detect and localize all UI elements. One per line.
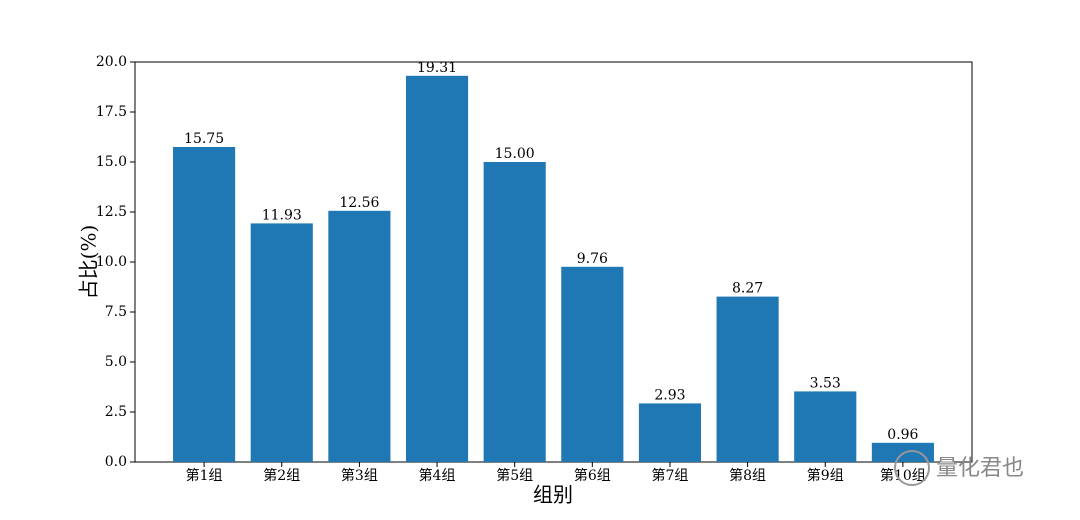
y-tick-label: 5.0 [105,354,127,370]
x-tick-label: 第8组 [729,467,766,484]
value-label: 3.53 [810,375,841,391]
bar [173,147,236,462]
x-tick-label: 第1组 [186,467,223,484]
value-label: 15.75 [184,131,224,147]
value-label: 15.00 [495,146,535,162]
y-tick-label: 20.0 [96,54,127,70]
y-tick-label: 7.5 [105,304,127,320]
value-label: 19.31 [417,60,457,76]
y-tick-label: 17.5 [96,104,127,120]
x-tick-label: 第5组 [496,467,533,484]
value-label: 8.27 [732,281,763,297]
watermark-icon [894,450,930,486]
y-tick-label: 15.0 [96,154,127,170]
x-tick-label: 第3组 [341,467,378,484]
y-axis-label: 占比(%) [77,225,101,300]
value-label: 12.56 [339,195,379,211]
x-tick-label: 第2组 [263,467,300,484]
bar [638,403,702,462]
value-label: 0.96 [887,427,918,443]
watermark: 量化君也 [936,456,1024,481]
value-label: 9.76 [577,251,608,267]
y-tick-label: 12.5 [96,204,127,220]
y-tick-label: 2.5 [105,404,127,420]
bar [405,75,469,463]
x-axis-label: 组别 [533,483,573,507]
x-tick-label: 第10组 [880,467,926,484]
watermark-group: 量化君也 [894,450,1024,486]
x-tick-label: 第9组 [807,467,844,484]
x-tick-label: 第6组 [574,467,611,484]
y-tick-label: 0.0 [105,454,127,470]
bar [328,210,391,462]
value-label: 2.93 [654,387,685,403]
bar [871,442,934,462]
bar [483,162,546,462]
x-tick-label: 第4组 [419,467,456,484]
value-label: 11.93 [262,207,302,223]
x-tick-label: 第7组 [652,467,689,484]
bar [250,223,313,462]
bar [794,391,857,462]
y-tick-label: 10.0 [96,254,127,270]
bar [561,266,624,462]
bar [716,296,779,462]
